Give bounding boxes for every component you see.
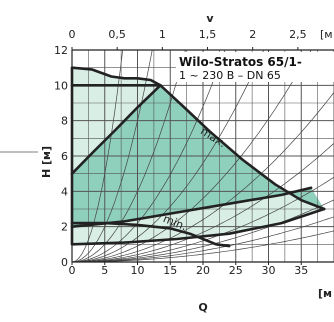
x-tick-label: 35 bbox=[294, 264, 308, 277]
system-curve bbox=[72, 230, 334, 262]
system-curve bbox=[72, 199, 334, 262]
top-tick-label: 1 bbox=[159, 28, 166, 41]
y-tick-labels: 0 2 4 6 8 10 12 bbox=[54, 44, 68, 269]
system-curve bbox=[72, 50, 265, 262]
system-curve bbox=[72, 143, 334, 262]
x-tick-labels: 0 5 10 15 20 25 30 35 bbox=[69, 262, 308, 277]
y-tick-label: 8 bbox=[61, 115, 68, 128]
y-tick-label: 2 bbox=[61, 221, 68, 234]
system-curve bbox=[72, 50, 124, 262]
x-tick-label: 0 bbox=[69, 264, 76, 277]
x-tick-label: 10 bbox=[131, 264, 145, 277]
boundary-line-upper bbox=[70, 186, 313, 228]
system-curve bbox=[72, 176, 334, 262]
top-tick-label: 0,5 bbox=[108, 28, 126, 41]
legend-subtitle: 1 ~ 230 B – DN 65 bbox=[179, 69, 281, 82]
x-tick-label: 15 bbox=[163, 264, 177, 277]
x-tick-label: 30 bbox=[262, 264, 276, 277]
x-tick-label: 25 bbox=[229, 264, 243, 277]
top-axis-unit: [м bbox=[320, 28, 333, 41]
y-tick-label: 12 bbox=[54, 44, 68, 57]
top-tick-label: 2 bbox=[249, 28, 256, 41]
system-curve bbox=[72, 50, 226, 262]
top-tick-label: 1,5 bbox=[199, 28, 217, 41]
system-curve bbox=[72, 216, 334, 262]
system-curve bbox=[72, 50, 186, 262]
boundary-line-lower bbox=[70, 207, 326, 246]
y-tick-label: 4 bbox=[61, 185, 68, 198]
system-curves bbox=[72, 50, 334, 262]
y-tick-label: 0 bbox=[61, 256, 68, 269]
boundary-line-left bbox=[70, 84, 162, 175]
legend-box: Wilo-Stratos 65/1- 1 ~ 230 B – DN 65 bbox=[176, 52, 334, 82]
top-axis-label: v bbox=[206, 12, 214, 25]
system-curve bbox=[72, 50, 153, 262]
system-curve bbox=[72, 92, 334, 262]
x-axis-label: Q bbox=[198, 301, 207, 314]
grid bbox=[72, 50, 334, 262]
top-tick-label: 2,5 bbox=[289, 28, 307, 41]
y-tick-label: 10 bbox=[54, 79, 68, 92]
x-axis-unit: [м bbox=[318, 287, 332, 300]
x-tick-label: 20 bbox=[196, 264, 210, 277]
x-tick-label: 5 bbox=[101, 264, 108, 277]
legend-title: Wilo-Stratos 65/1- bbox=[179, 55, 302, 69]
top-tick-label: 0 bbox=[69, 28, 76, 41]
y-axis-label: H [м] bbox=[40, 146, 53, 178]
top-tick-labels: 0 0,5 1 1,5 2 2,5 bbox=[69, 28, 307, 50]
y-tick-label: 6 bbox=[61, 150, 68, 163]
system-curve bbox=[72, 50, 312, 262]
